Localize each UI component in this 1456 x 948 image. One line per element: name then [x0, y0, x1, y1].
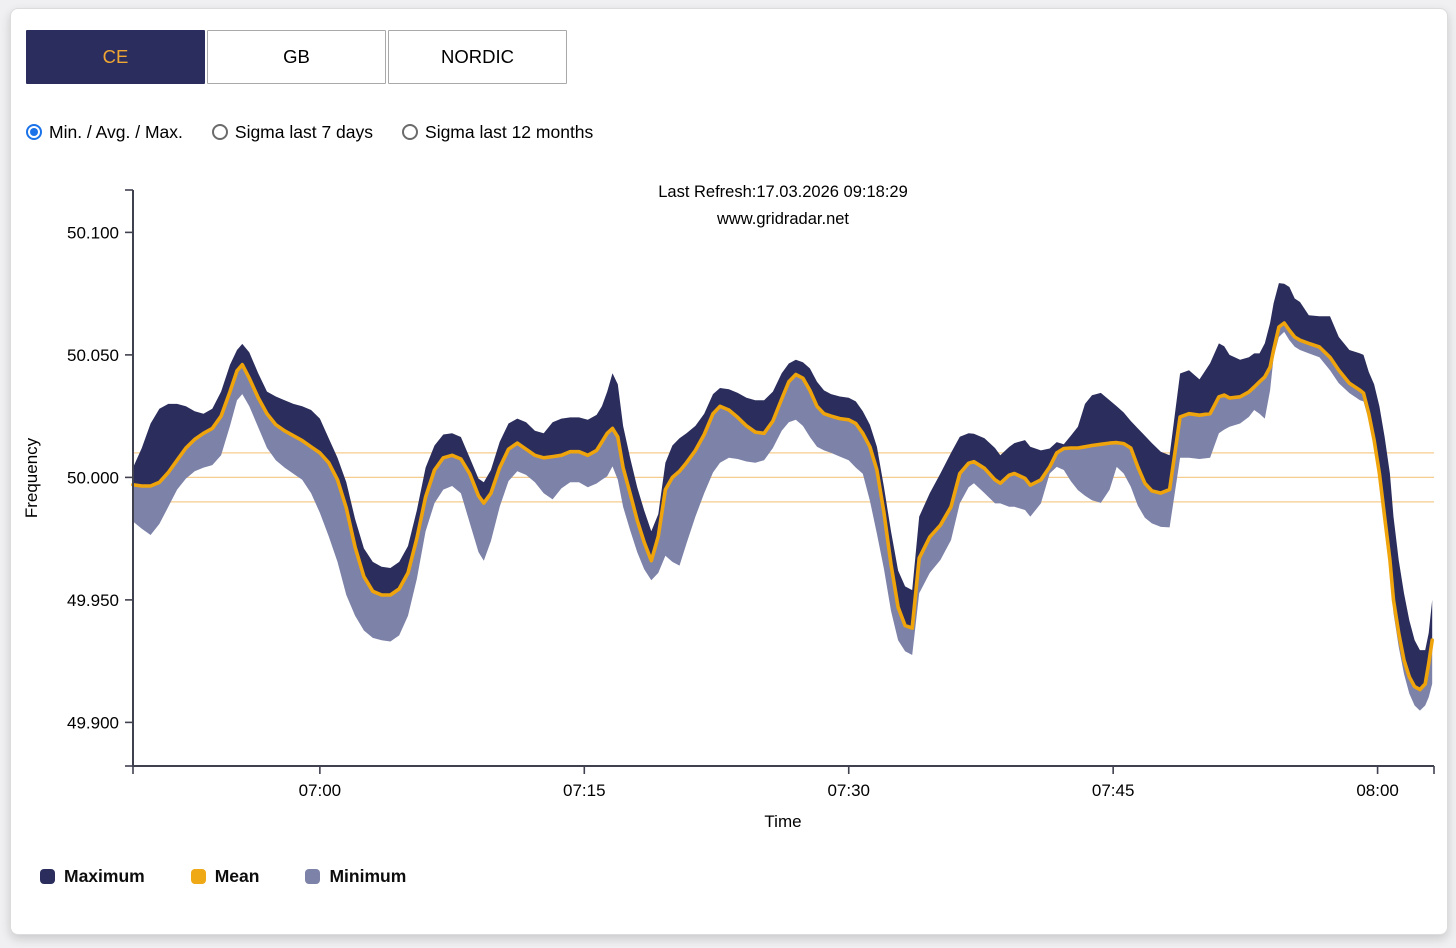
- x-tick-label: 08:00: [1356, 781, 1399, 800]
- x-tick-label: 07:15: [563, 781, 606, 800]
- y-axis-title: Frequency: [22, 437, 41, 518]
- chart-legend: Maximum Mean Minimum: [40, 866, 452, 887]
- legend-label: Maximum: [64, 866, 145, 886]
- radio-button-icon[interactable]: [26, 124, 42, 140]
- panel-card: [10, 8, 1448, 935]
- x-tick-label: 07:30: [827, 781, 870, 800]
- radio-button-icon[interactable]: [211, 124, 228, 140]
- legend-item-mean[interactable]: Mean: [190, 866, 260, 887]
- chart-title: Last Refresh:17.03.2026 09:18:29: [658, 183, 908, 201]
- legend-label: Minimum: [329, 866, 407, 886]
- radio-sigma-12-months[interactable]: Sigma last 12 months: [402, 122, 593, 143]
- y-tick-label: 50.050: [67, 346, 119, 365]
- legend-item-maximum[interactable]: Maximum: [40, 866, 145, 887]
- tab-nordic[interactable]: NORDIC: [388, 30, 567, 84]
- radio-button-icon[interactable]: [402, 124, 419, 140]
- chart-generated: 50.100 50.050 50.000 49.950 49.900 07:00 07:15…: [67, 189, 1435, 800]
- x-axis-title: Time: [764, 812, 801, 831]
- minimum-swatch-icon: [305, 869, 321, 884]
- x-tick-label: 07:45: [1092, 781, 1135, 800]
- y-tick-label: 50.000: [67, 468, 119, 487]
- x-tick-label: 07:00: [299, 781, 342, 800]
- legend-label: Mean: [214, 866, 260, 886]
- radio-min-avg-max[interactable]: Min. / Avg. / Max.: [26, 122, 183, 143]
- y-tick-label: 50.100: [67, 223, 119, 242]
- chart-subtitle: www.gridradar.net: [716, 210, 849, 228]
- tab-gb[interactable]: GB: [207, 30, 386, 84]
- radio-label: Sigma last 12 months: [425, 121, 594, 142]
- legend-item-minimum[interactable]: Minimum: [305, 866, 406, 887]
- y-tick-label: 49.900: [67, 713, 119, 732]
- tab-ce[interactable]: CE: [26, 30, 205, 84]
- radio-label: Min. / Avg. / Max.: [49, 121, 183, 142]
- mode-radio-group: Min. / Avg. / Max. Sigma last 7 days Sig…: [26, 117, 622, 147]
- y-tick-label: 49.950: [67, 591, 119, 610]
- maximum-swatch-icon: [40, 869, 55, 884]
- region-tabs: CE GB NORDIC: [26, 30, 567, 84]
- radio-label: Sigma last 7 days: [234, 121, 374, 142]
- radio-sigma-7-days[interactable]: Sigma last 7 days: [211, 121, 374, 143]
- mean-swatch-icon: [190, 869, 206, 884]
